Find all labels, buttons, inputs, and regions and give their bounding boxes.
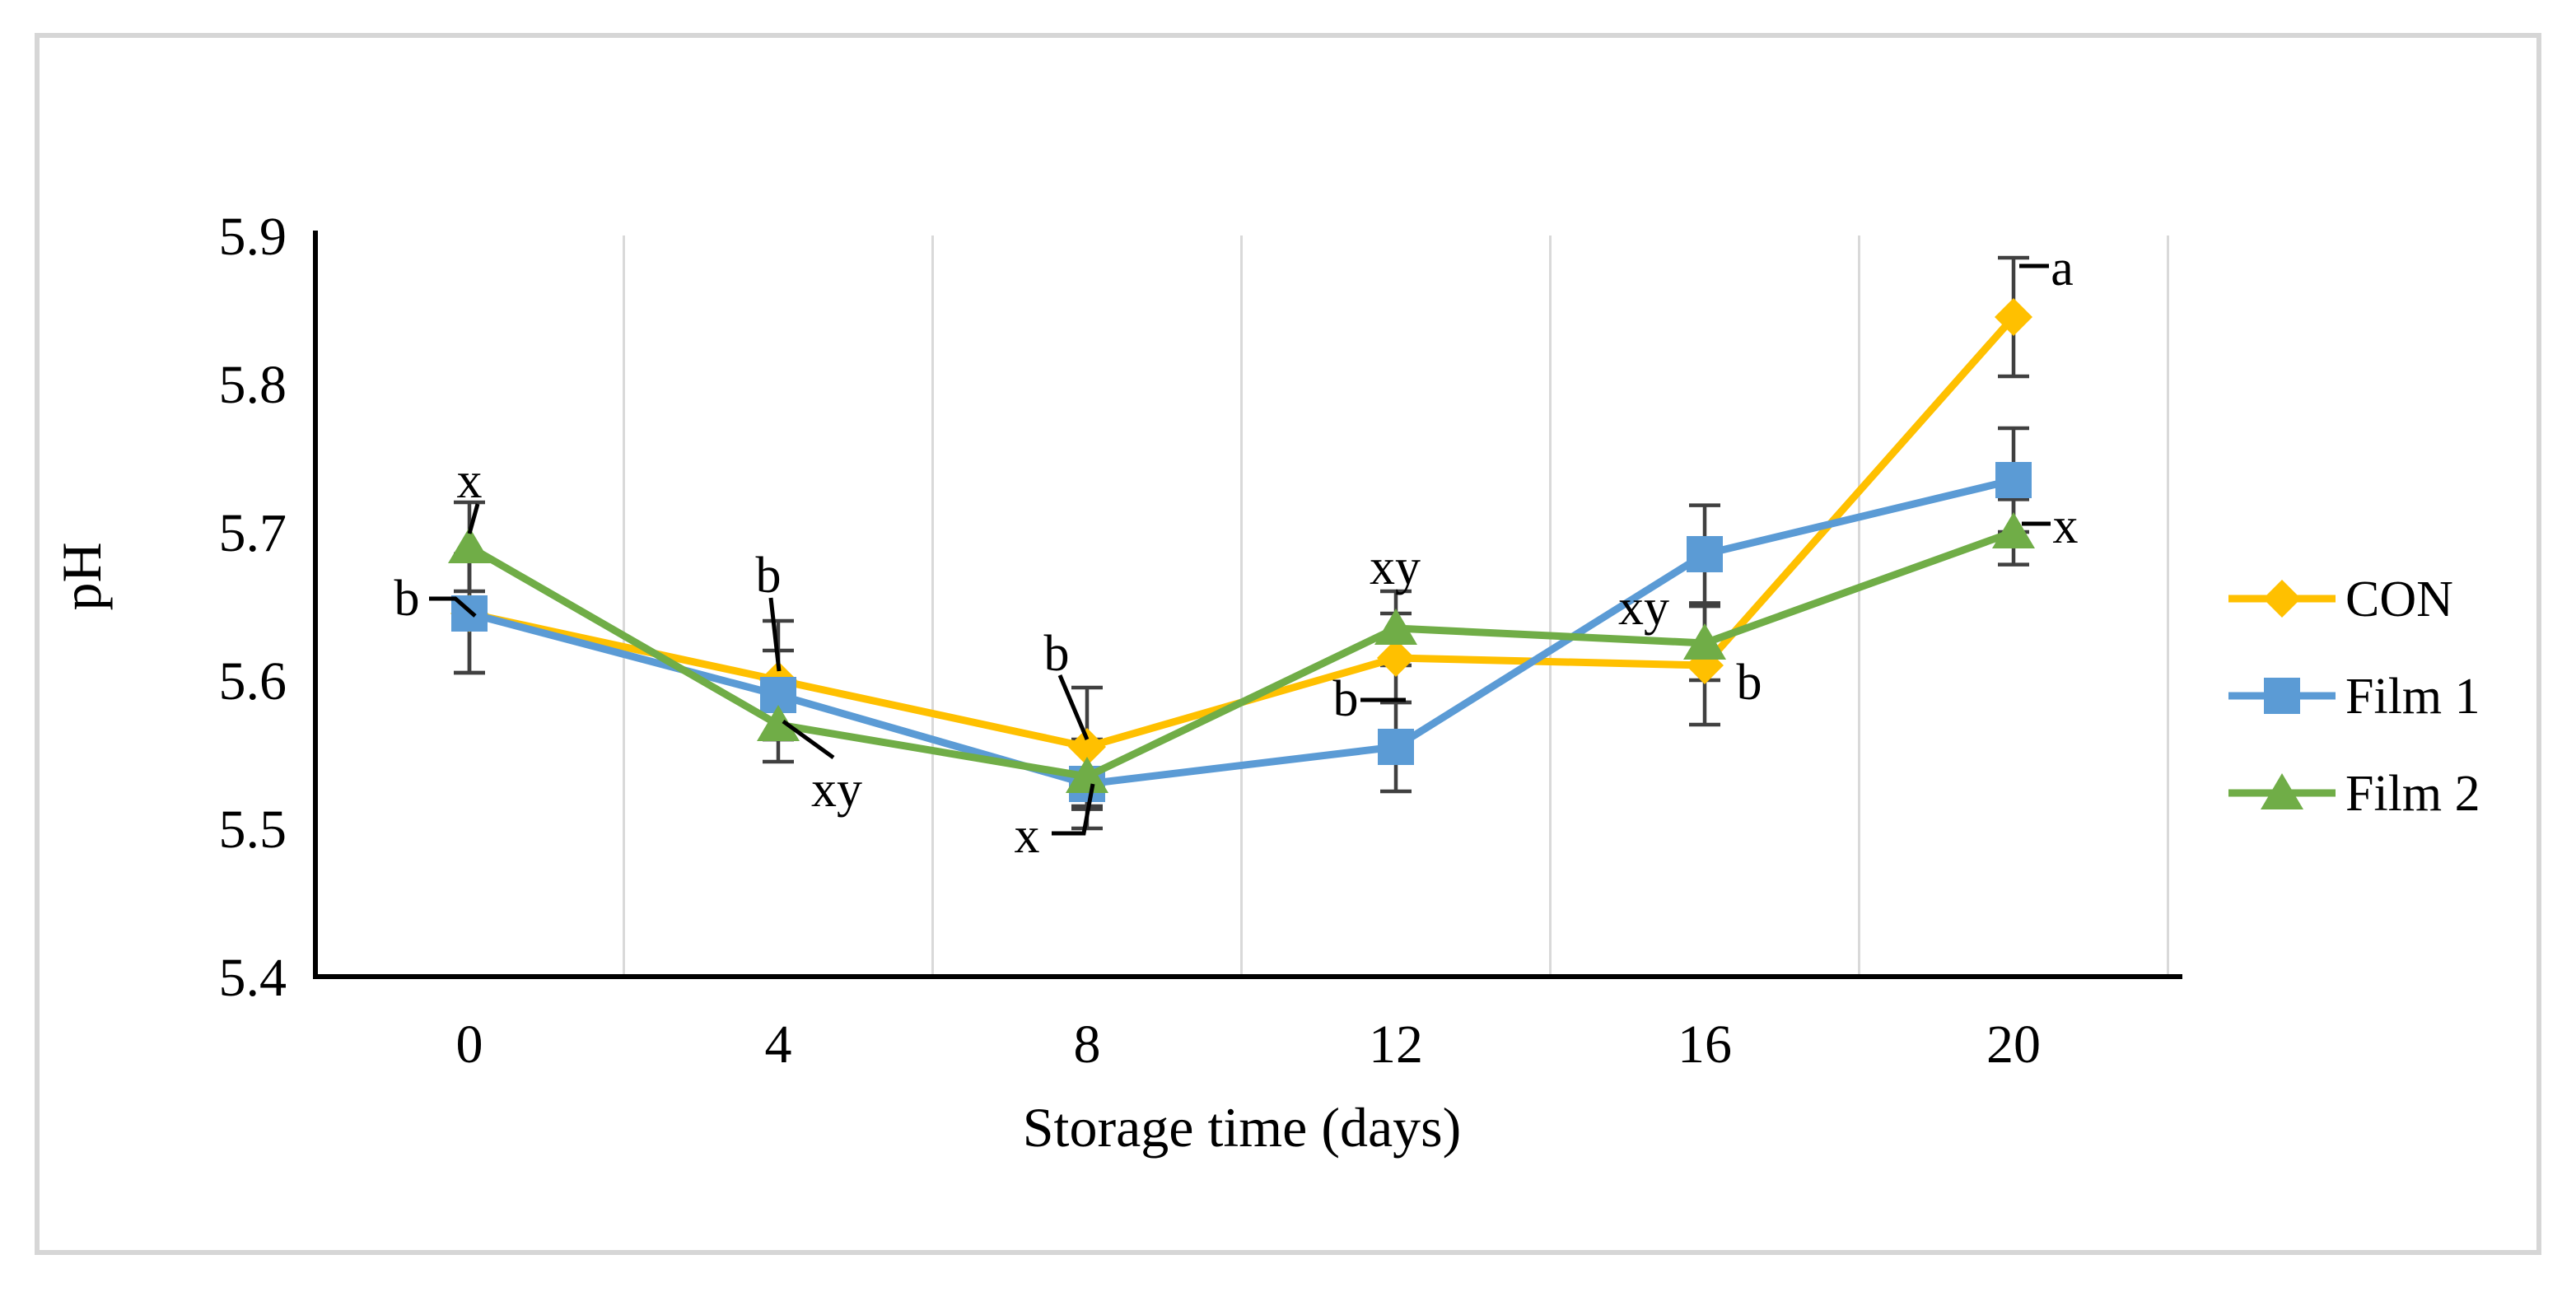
- x-tick-labels: 0 4 8 12 16 20: [456, 1014, 2042, 1075]
- marker-film2-day8: [1066, 757, 1108, 793]
- marker-film2-day4: [757, 705, 800, 741]
- legend-item-film2: Film 2: [2228, 766, 2480, 822]
- legend-item-con: CON: [2228, 571, 2453, 627]
- significance-label-x-day8: x: [1015, 808, 1040, 864]
- x-tick-label: 20: [1986, 1014, 2041, 1075]
- series-line-film2: [465, 528, 2018, 781]
- y-tick-labels: 5.4 5.5 5.6 5.7 5.8 5.9: [219, 207, 287, 1008]
- marker-con-day12: [1377, 639, 1415, 677]
- significance-label-x-day0: x: [457, 453, 483, 509]
- annotation-leader: [782, 719, 835, 760]
- y-tick-label: 5.8: [219, 355, 287, 415]
- significance-label-xy-day16: xy: [1618, 580, 1669, 636]
- marker-film2-day20: [1992, 512, 2035, 548]
- x-tick-label: 0: [456, 1014, 483, 1075]
- significance-label-xy-day4: xy: [811, 762, 862, 818]
- y-axis-title: pH: [50, 542, 113, 610]
- marker-con-day8: [1068, 728, 1106, 766]
- significance-label-b-day4: b: [756, 548, 782, 604]
- marker-film1-day20: [1995, 462, 2032, 498]
- x-tick-label: 8: [1074, 1014, 1101, 1075]
- legend: CON Film 1 Film 2: [2228, 571, 2480, 822]
- annotation-leader: [429, 596, 477, 618]
- legend-marker-film2: [2261, 773, 2303, 809]
- x-axis-title: Storage time (days): [1023, 1096, 1462, 1159]
- gridlines: [623, 236, 2169, 977]
- legend-marker-film1: [2264, 678, 2300, 714]
- significance-label-b-day0: b: [394, 571, 420, 627]
- annotation-labels: x b b xy b x xy b xy b a x: [394, 240, 2079, 864]
- legend-label-film2: Film 2: [2345, 766, 2480, 822]
- y-tick-label: 5.5: [219, 800, 287, 860]
- annotation-leader: [1057, 674, 1090, 740]
- marker-film2-day0: [448, 527, 491, 563]
- significance-label-x-day20: x: [2053, 498, 2079, 554]
- legend-label-con: CON: [2345, 571, 2453, 627]
- legend-label-film1: Film 1: [2345, 669, 2480, 725]
- y-tick-label: 5.9: [219, 207, 287, 267]
- x-tick-label: 16: [1678, 1014, 1732, 1075]
- series-film2: [448, 512, 2035, 793]
- axes: [313, 231, 2182, 979]
- annotation-leader: [467, 503, 480, 534]
- y-tick-label: 5.6: [219, 651, 287, 711]
- marker-film2-day12: [1374, 609, 1417, 645]
- figure-border: [35, 33, 2541, 1255]
- x-tick-label: 4: [765, 1014, 792, 1075]
- marker-film2-day16: [1683, 623, 1726, 660]
- y-tick-label: 5.7: [219, 503, 287, 563]
- y-tick-label: 5.4: [219, 948, 287, 1008]
- significance-label-a-day20: a: [2051, 240, 2074, 296]
- significance-label-b-day8: b: [1044, 626, 1070, 682]
- annotation-leader: [768, 597, 782, 672]
- annotation-leader: [1052, 783, 1095, 836]
- marker-con-day20: [1995, 298, 2032, 336]
- legend-marker-con: [2263, 580, 2301, 618]
- series-film1: [451, 462, 2032, 802]
- significance-label-xy-day12: xy: [1370, 539, 1421, 595]
- annotation-leaders: [429, 264, 2051, 836]
- significance-label-b-day12: b: [1333, 671, 1359, 727]
- series-line-film1: [465, 476, 2018, 788]
- marker-film1-day16: [1687, 536, 1723, 572]
- legend-item-film1: Film 1: [2228, 669, 2480, 725]
- x-tick-label: 12: [1369, 1014, 1423, 1075]
- marker-film1-day12: [1378, 729, 1414, 765]
- significance-label-b-day16: b: [1737, 655, 1762, 711]
